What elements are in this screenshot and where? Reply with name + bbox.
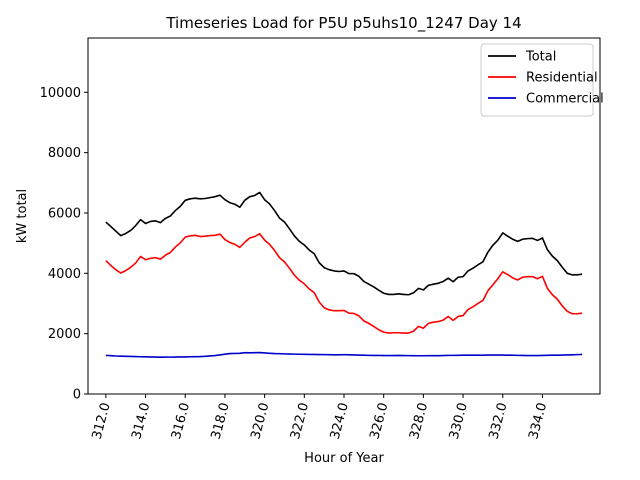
y-axis-title: kW total [15,189,30,243]
chart-title: Timeseries Load for P5U p5uhs10_1247 Day… [165,14,521,33]
plot-area-frame [87,37,601,395]
y-tick-label: 2000 [48,327,81,342]
series-line-total [105,191,583,296]
legend: Total Residential Commercial [480,43,604,117]
series-line-residential [105,233,583,334]
series-lines [105,191,583,358]
y-tick-label: 0 [73,388,81,403]
series-line-commercial [105,351,583,358]
legend-label-total: Total [525,50,556,65]
legend-label-commercial: Commercial [526,92,604,107]
legend-label-residential: Residential [526,71,598,86]
y-tick-label: 8000 [48,146,81,161]
y-tick-label: 6000 [48,206,81,221]
y-axis-ticks: 0 2000 4000 6000 8000 10000 [40,86,88,403]
x-axis-title: Hour of Year [304,451,384,466]
y-tick-label: 4000 [48,267,81,282]
y-tick-label: 10000 [40,86,81,101]
